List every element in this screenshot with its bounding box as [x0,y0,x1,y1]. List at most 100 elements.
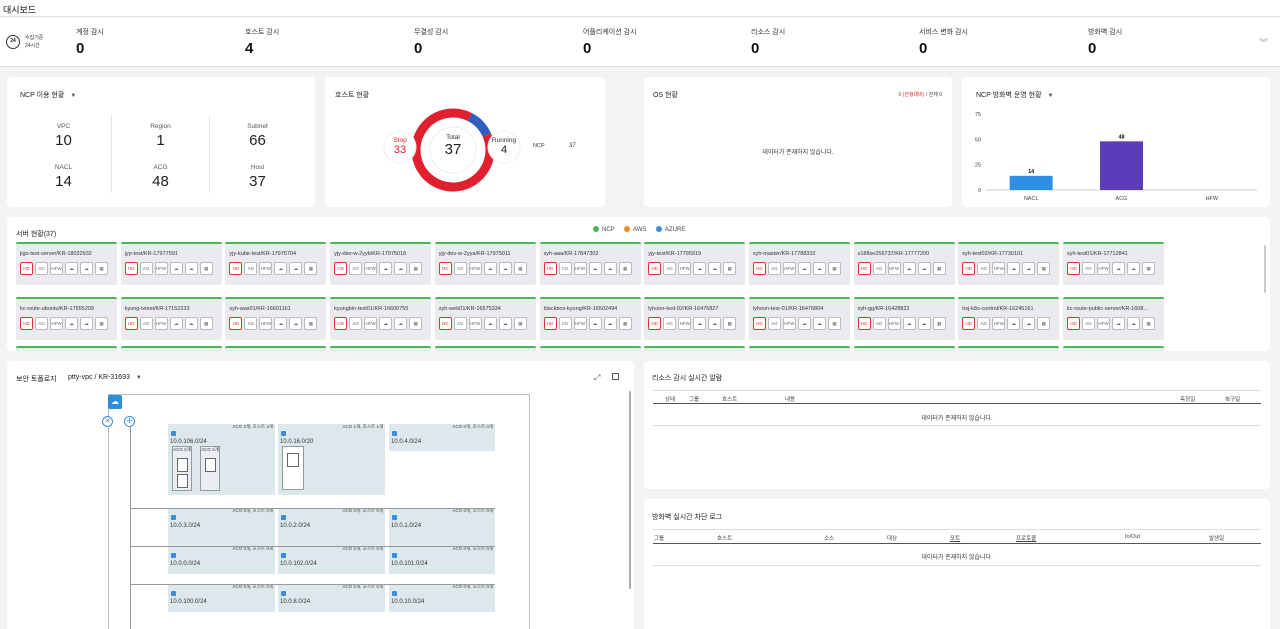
badge-ag[interactable]: AG [349,262,363,275]
server-tile[interactable]: kc-route-ubuntu/KR-17555209 HD AG HFW ☁ ☁ ▦ [16,297,117,340]
subnet-box[interactable]: ACG 0개, 호스트 0개 10.0.2.0/24 [278,508,385,547]
subnet-box[interactable]: ACG 0개, 호스트 0개 10.0.1.0/24 [389,508,495,547]
grid-icon[interactable]: ▦ [1037,262,1051,275]
badge-hfw[interactable]: HFW [782,262,796,275]
col-group[interactable]: 그룹 [689,397,700,403]
cloud-icon[interactable]: ☁ [603,262,617,275]
badge-ag[interactable]: AG [139,317,153,330]
subnet-box[interactable]: ACG 0개, 호스트 0개 10.0.100.0/24 [168,584,275,612]
badge-hd[interactable]: HD [20,317,33,330]
col-measured[interactable]: 측정일 [1180,397,1196,403]
cloud-icon[interactable]: ☁ [274,262,288,275]
panel-icon[interactable] [612,373,619,380]
badge-hfw[interactable]: HFW [154,317,168,330]
cloud-icon[interactable]: ☁ [588,262,602,275]
badge-hfw[interactable]: HFW [50,317,63,330]
badge-ag[interactable]: AG [663,317,677,330]
badge-ag[interactable]: AG [767,262,781,275]
firewall-chart-title[interactable]: NCP 방화벽 운영 현황 ▼ [976,90,1054,100]
acg-box[interactable] [282,446,304,490]
badge-hfw[interactable]: HFW [468,262,482,275]
bar-nacl[interactable] [1009,175,1053,190]
badge-hd[interactable]: HD [229,317,243,330]
col-host[interactable]: 호스트 [717,536,733,542]
badge-hd[interactable]: HD [648,262,662,275]
cloud-icon[interactable]: ☁ [693,262,707,275]
cloud-icon[interactable]: ☁ [379,317,393,330]
badge-hd[interactable]: HD [648,317,662,330]
badge-hd[interactable]: HD [334,262,348,275]
cloud-icon[interactable]: ☁ [80,317,93,330]
ncp-usage-title[interactable]: NCP 이용 현황 ▼ [20,90,76,100]
metric-account[interactable]: 계정 감시 0 [76,27,226,57]
cloud-icon[interactable]: ☁ [379,262,393,275]
col-host[interactable]: 호스트 [722,397,738,403]
cloud-icon[interactable]: ☁ [1022,262,1036,275]
cloud-icon[interactable]: ☁ [483,262,497,275]
topology-scrollbar[interactable] [629,391,631,589]
metric-service-change[interactable]: 서비스 변화 감시 0 [919,27,1069,57]
server-tile[interactable]: kc-route-public-server/KR-1608... HD AG HFW… [1063,297,1164,340]
badge-hd[interactable]: HD [962,262,976,275]
cloud-icon[interactable]: ☁ [1007,262,1021,275]
metric-firewall[interactable]: 방화벽 감시 0 [1088,27,1238,57]
grid-icon[interactable]: ▦ [95,262,108,275]
grid-icon[interactable]: ▦ [618,262,632,275]
cloud-vpc-icon[interactable]: ☁ [108,395,122,409]
subnet-box[interactable]: ACG 1개, 호스트 1개 10.0.16.0/20 [278,424,385,495]
col-content[interactable]: 내용 [785,397,796,403]
badge-hfw[interactable]: HFW [678,262,692,275]
cloud-icon[interactable]: ☁ [797,317,811,330]
badge-hd[interactable]: HD [124,262,138,275]
cloud-icon[interactable]: ☁ [588,317,602,330]
metric-resource[interactable]: 리소스 감시 0 [751,27,901,57]
cloud-icon[interactable]: ☁ [708,262,722,275]
badge-hfw[interactable]: HFW [364,262,378,275]
badge-ag[interactable]: AG [977,317,991,330]
badge-hfw[interactable]: HFW [259,317,273,330]
badge-hd[interactable]: HD [438,262,452,275]
cloud-icon[interactable]: ☁ [80,262,93,275]
col-port[interactable]: 포트 [950,536,961,542]
badge-hd[interactable]: HD [543,317,557,330]
grid-icon[interactable]: ▦ [304,262,318,275]
grid-icon[interactable]: ▦ [932,317,946,330]
badge-hfw[interactable]: HFW [992,317,1006,330]
cloud-icon[interactable]: ☁ [498,317,512,330]
cloud-icon[interactable]: ☁ [184,317,198,330]
badge-ag[interactable]: AG [453,262,467,275]
badge-ag[interactable]: AG [977,262,991,275]
server-icon[interactable] [177,474,188,488]
server-tile[interactable]: blackbox-kyung/KR-16502494 HD AG HFW ☁ ☁ ▦ [539,297,641,340]
server-tile[interactable]: syh-gg/KR-16428822 HD AG HFW ☁ ☁ ▦ [853,297,955,340]
grid-icon[interactable]: ▦ [827,262,841,275]
server-icon[interactable] [177,458,188,472]
badge-hfw[interactable]: HFW [992,262,1006,275]
badge-ag[interactable]: AG [767,317,781,330]
cloud-icon[interactable]: ☁ [65,317,78,330]
cloud-icon[interactable]: ☁ [693,317,707,330]
grid-icon[interactable]: ▦ [723,262,737,275]
col-occurred[interactable]: 발생일 [1209,536,1225,542]
cloud-icon[interactable]: ☁ [394,262,408,275]
badge-ag[interactable]: AG [872,317,886,330]
badge-ag[interactable]: AG [872,262,886,275]
cloud-icon[interactable]: ☁ [289,262,303,275]
cloud-icon[interactable]: ☁ [1022,317,1036,330]
badge-hd[interactable]: HD [752,317,766,330]
grid-icon[interactable]: ▦ [827,317,841,330]
router-icon[interactable]: ✢ [124,416,135,427]
